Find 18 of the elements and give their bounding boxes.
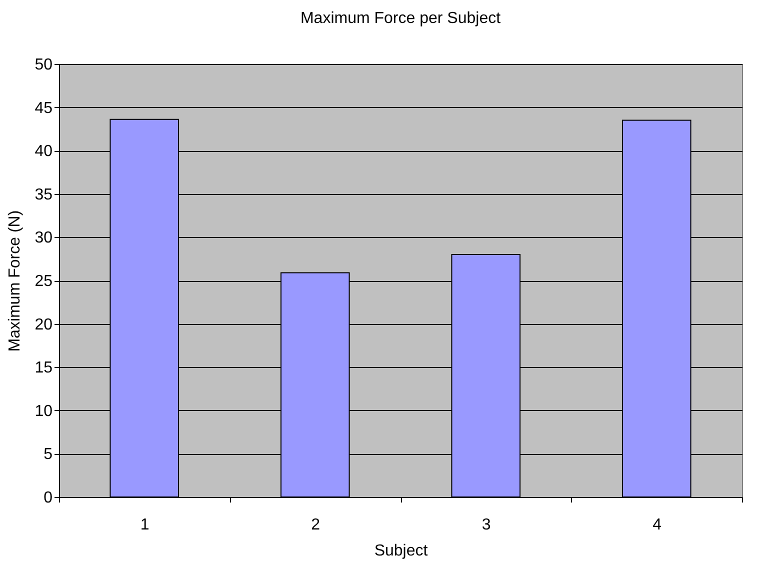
y-axis-title: Maximum Force (N) [6,210,24,352]
x-axis-title: Subject [374,542,428,560]
x-tick-label: 4 [652,516,662,534]
y-tick-label: 25 [34,273,53,290]
y-tick-label: 15 [34,360,53,377]
y-tick-label: 0 [44,490,53,506]
x-tick-label: 2 [311,516,320,534]
y-tick-label: 10 [34,402,53,420]
chart-title: Maximum Force per Subject [300,10,502,27]
y-tick-label: 30 [34,230,53,247]
y-tick-label: 5 [44,446,53,464]
y-tick-label: 45 [34,100,53,117]
y-tick-label: 20 [34,316,53,334]
y-tick-label: 40 [34,143,53,160]
x-tick-label: 1 [140,516,150,534]
y-tick-label: 35 [34,186,53,204]
x-tick-label: 3 [482,516,491,534]
y-tick-label: 50 [34,56,53,74]
